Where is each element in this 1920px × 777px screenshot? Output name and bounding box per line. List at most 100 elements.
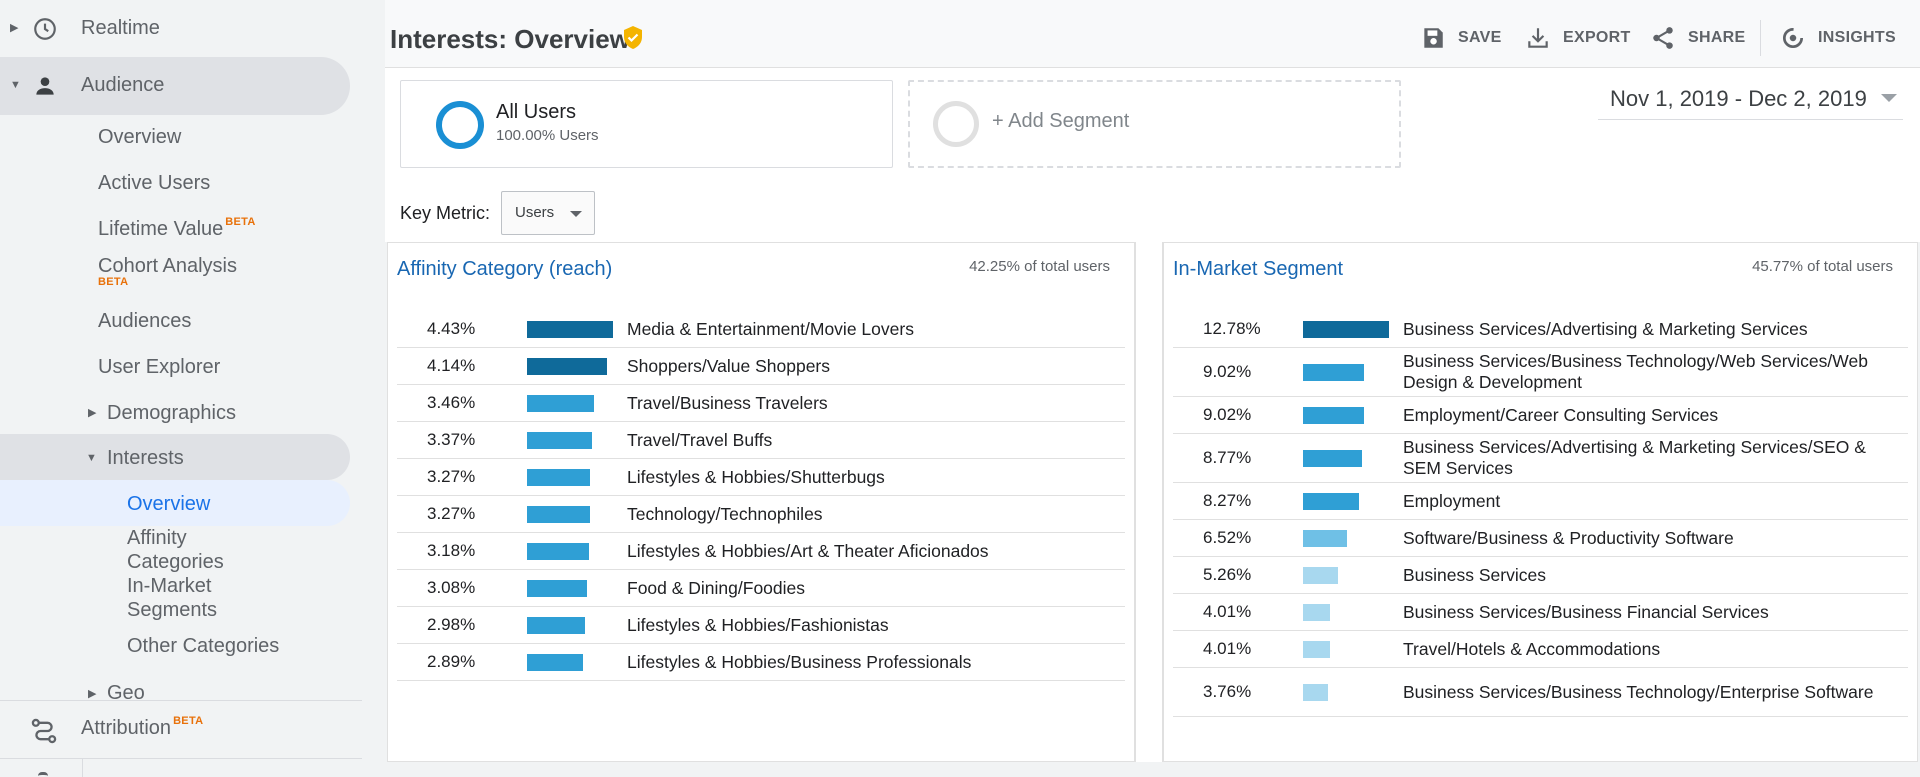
sidebar-footer	[0, 758, 362, 777]
row-category-label: Business Services/Business Technology/We…	[1403, 351, 1868, 392]
sidebar-item-in-market-segments[interactable]: In-Market Segments	[127, 575, 218, 621]
sidebar-item-geo[interactable]: Geo	[107, 682, 145, 704]
table-row[interactable]: 5.26% Business Services	[1173, 557, 1908, 594]
export-label: EXPORT	[1563, 29, 1631, 46]
table-row[interactable]: 4.01% Travel/Hotels & Accommodations	[1173, 631, 1908, 668]
table-row[interactable]: 2.98% Lifestyles & Hobbies/Fashionistas	[397, 607, 1125, 644]
segment-all-users[interactable]: All Users 100.00% Users	[400, 80, 893, 168]
affinity-rows: 4.43% Media & Entertainment/Movie Lovers 4…	[397, 311, 1125, 681]
sidebar-item-user-explorer[interactable]: User Explorer	[98, 356, 221, 378]
table-row[interactable]: 9.02% Business Services/Business Technolo…	[1173, 348, 1908, 397]
date-range-picker[interactable]: Nov 1, 2019 - Dec 2, 2019	[1598, 82, 1903, 120]
sidebar-item-affinity-categories[interactable]: Affinity Categories	[127, 527, 224, 573]
key-metric-select[interactable]: Users	[501, 191, 595, 235]
bar-cell	[497, 385, 627, 422]
percent-bar	[1303, 449, 1362, 467]
divider	[82, 759, 83, 777]
table-row[interactable]: 8.77% Business Services/Advertising & Mar…	[1173, 434, 1908, 483]
bar-cell	[1273, 594, 1403, 631]
bar-cell	[1273, 483, 1403, 520]
sidebar-item-attribution[interactable]: Attribution BETA	[0, 700, 362, 758]
save-button[interactable]: SAVE	[1420, 24, 1502, 52]
share-icon	[1653, 27, 1673, 49]
sidebar-item-overview[interactable]: Overview	[98, 126, 182, 148]
sidebar-item-cohort-analysis[interactable]: Cohort Analysis	[98, 255, 237, 277]
table-row[interactable]: 3.18% Lifestyles & Hobbies/Art & Theater …	[397, 533, 1125, 570]
row-percent: 2.98%	[427, 615, 476, 634]
row-category-label: Business Services	[1403, 564, 1546, 585]
in-market-segment-panel: In-Market Segment 45.77% of total users …	[1163, 242, 1918, 762]
panel-title-link[interactable]: In-Market Segment	[1173, 258, 1344, 280]
row-percent: 3.18%	[427, 541, 476, 560]
sidebar-item-label: Audience	[81, 74, 165, 96]
collapse-caret-icon: ▼	[10, 79, 21, 91]
panel-title-link[interactable]: Affinity Category (reach)	[397, 258, 613, 280]
beta-badge: BETA	[173, 715, 204, 727]
sidebar-item-lifetime-value[interactable]: Lifetime Value BETA	[98, 216, 256, 241]
sidebar-item-audiences[interactable]: Audiences	[98, 310, 192, 332]
table-row[interactable]: 3.46% Travel/Business Travelers	[397, 385, 1125, 422]
bar-cell	[497, 570, 627, 607]
row-percent: 5.26%	[1203, 565, 1252, 584]
table-row[interactable]: 3.27% Technology/Technophiles	[397, 496, 1125, 533]
table-row[interactable]: 4.01% Business Services/Business Financia…	[1173, 594, 1908, 631]
row-percent: 12.78%	[1203, 319, 1261, 338]
bar-cell	[1273, 674, 1403, 711]
table-row[interactable]: 2.89% Lifestyles & Hobbies/Business Profe…	[397, 644, 1125, 681]
row-percent: 9.02%	[1203, 405, 1252, 424]
sidebar-item-other-categories[interactable]: Other Categories	[127, 635, 280, 657]
attribution-icon	[31, 718, 57, 744]
table-row[interactable]: 4.43% Media & Entertainment/Movie Lovers	[397, 311, 1125, 348]
sidebar-nav: ▶ Realtime ▼ Audience Overview Active Us…	[0, 0, 362, 777]
bar-cell	[497, 607, 627, 644]
chevron-down-icon	[1881, 94, 1897, 102]
sidebar-item-label-active: Overview	[127, 493, 211, 515]
insights-button[interactable]: INSIGHTS	[1780, 24, 1896, 52]
row-category-label: Lifestyles & Hobbies/Shutterbugs	[627, 466, 885, 487]
sidebar-item-realtime[interactable]: ▶ Realtime	[0, 0, 350, 58]
table-row[interactable]: 3.76% Business Services/Business Technolo…	[1173, 668, 1908, 717]
row-category-label: Business Services/Business Financial Ser…	[1403, 601, 1769, 622]
sidebar-item-interests-overview[interactable]	[0, 480, 350, 526]
row-category-label: Business Services/Advertising & Marketin…	[1403, 318, 1808, 339]
table-row[interactable]: 6.52% Software/Business & Productivity So…	[1173, 520, 1908, 557]
row-category-label: Media & Entertainment/Movie Lovers	[627, 318, 914, 339]
table-row[interactable]: 3.37% Travel/Travel Buffs	[397, 422, 1125, 459]
table-row[interactable]: 12.78% Business Services/Advertising & Ma…	[1173, 311, 1908, 348]
table-row[interactable]: 3.08% Food & Dining/Foodies	[397, 570, 1125, 607]
page-header: Interests: Overview SAVE EXPORT	[385, 0, 1920, 68]
bar-cell	[497, 422, 627, 459]
row-category-label: Employment/Career Consulting Services	[1403, 404, 1719, 425]
table-row[interactable]: 8.27% Employment	[1173, 483, 1908, 520]
beta-badge: BETA	[225, 216, 256, 228]
admin-icon[interactable]	[38, 772, 48, 777]
row-percent: 4.01%	[1203, 602, 1252, 621]
export-button[interactable]: EXPORT	[1525, 24, 1631, 52]
percent-bar	[1303, 640, 1330, 658]
row-category-label: Business Services/Advertising & Marketin…	[1403, 437, 1866, 478]
sidebar-item-active-users[interactable]: Active Users	[98, 172, 211, 194]
percent-bar	[527, 579, 587, 597]
bar-cell	[497, 459, 627, 496]
add-segment-button[interactable]: + Add Segment	[908, 80, 1401, 168]
share-button[interactable]: SHARE	[1650, 24, 1746, 52]
table-row[interactable]: 3.27% Lifestyles & Hobbies/Shutterbugs	[397, 459, 1125, 496]
empty-segment-ring-icon	[933, 101, 979, 147]
percent-bar	[1303, 603, 1330, 621]
percent-bar	[1303, 529, 1347, 547]
collapse-caret-icon: ▼	[86, 452, 97, 464]
bar-cell	[1273, 520, 1403, 557]
table-row[interactable]: 4.14% Shoppers/Value Shoppers	[397, 348, 1125, 385]
bar-cell	[497, 311, 627, 348]
percent-bar	[527, 653, 583, 671]
sidebar-item-demographics[interactable]: Demographics	[107, 402, 236, 424]
row-percent: 6.52%	[1203, 528, 1252, 547]
affinity-category-panel: Affinity Category (reach) 42.25% of tota…	[387, 242, 1135, 762]
percent-bar	[527, 468, 590, 486]
row-category-label: Shoppers/Value Shoppers	[627, 355, 831, 376]
sidebar-item-interests[interactable]	[0, 434, 350, 480]
sidebar-item-audience[interactable]: ▼ Audience	[0, 57, 350, 115]
percent-bar	[527, 616, 585, 634]
bar-cell	[1273, 311, 1403, 348]
table-row[interactable]: 9.02% Employment/Career Consulting Servic…	[1173, 397, 1908, 434]
